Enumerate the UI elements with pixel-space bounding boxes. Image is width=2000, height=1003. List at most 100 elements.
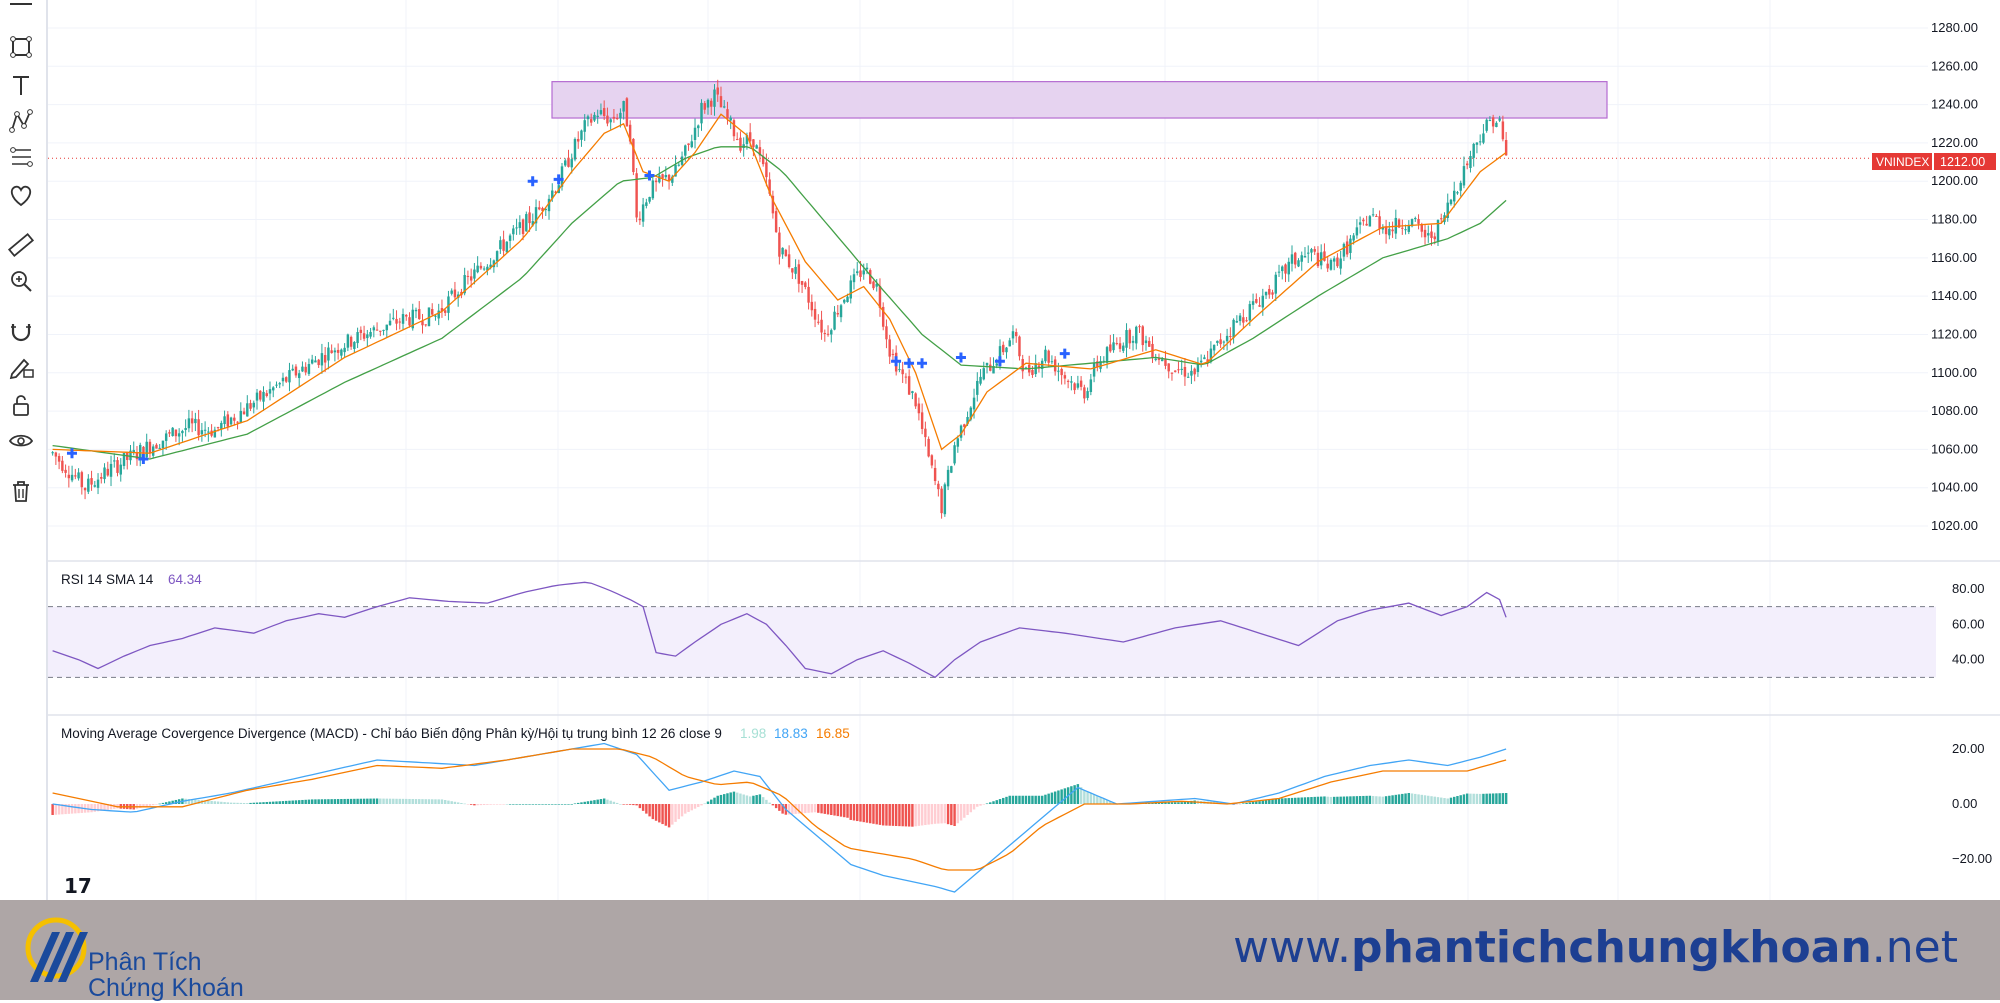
macd-histogram-bar [164, 802, 168, 804]
candle-body [1485, 119, 1488, 131]
macd-histogram-bar [1024, 795, 1028, 804]
macd-histogram-bar [330, 799, 333, 804]
rsi-tick-label: 80.00 [1952, 581, 1985, 596]
candle-body [612, 116, 616, 119]
macd-histogram-bar [612, 801, 616, 804]
macd-histogram-bar [100, 804, 103, 811]
trendline-tool[interactable] [4, 0, 38, 34]
macd-tick-label: 0.00 [1952, 796, 1977, 811]
candle-body [262, 391, 265, 402]
candle-body [1148, 340, 1151, 347]
candle-body [489, 264, 492, 268]
candle-body [1251, 301, 1255, 305]
remove-drawings-tool[interactable] [4, 474, 38, 508]
macd-histogram-bar [1238, 803, 1242, 805]
candle-body [697, 125, 700, 129]
candle-body [1199, 360, 1203, 363]
macd-histogram-bar [872, 804, 875, 824]
candle-body [599, 110, 603, 115]
candle-body [304, 366, 307, 373]
macd-histogram-bar [437, 799, 440, 804]
rectangle-tool[interactable] [4, 30, 38, 64]
macd-histogram-bar [297, 800, 301, 804]
macd-histogram-bar [96, 804, 100, 812]
macd-histogram-bar [661, 804, 664, 825]
macd-histogram-bar [1420, 794, 1423, 804]
macd-histogram-bar [1290, 797, 1294, 804]
macd-histogram-bar [596, 799, 599, 804]
candle-body [1203, 357, 1206, 360]
macd-histogram-bar [606, 799, 609, 804]
macd-histogram-bar [1300, 797, 1303, 804]
candle-body [450, 290, 453, 294]
macd-histogram-bar [1498, 793, 1501, 804]
hide-drawings-tool[interactable] [4, 424, 38, 458]
macd-histogram-bar [1362, 795, 1365, 804]
candle-body [940, 488, 943, 514]
price-chart[interactable]: 1280.00 1260.00 1240.00 1220.00 1200.00 1180.… [48, 0, 2000, 900]
macd-histogram-bar [881, 804, 885, 826]
candle-body [288, 370, 291, 383]
macd-histogram-bar [1076, 784, 1080, 804]
macd-histogram-bar [61, 804, 64, 815]
macd-histogram-bar [64, 804, 67, 815]
candle-body [606, 115, 609, 124]
logo-text-line1: Phân Tích [88, 948, 202, 976]
price-tick-label: 1160.00 [1931, 250, 1977, 265]
macd-histogram-bar [995, 800, 998, 804]
candle-body [216, 427, 220, 429]
macd-histogram-bar [570, 804, 573, 805]
macd-histogram-bar [1391, 795, 1394, 804]
candle-body [1371, 214, 1375, 216]
candle-body [771, 195, 775, 214]
candle-body [1388, 228, 1391, 236]
macd-title: Moving Average Covergence Divergence (MA… [61, 726, 722, 741]
candle-body [589, 119, 593, 123]
candle-body [1190, 370, 1193, 376]
macd-histogram-bar [865, 804, 869, 823]
candle-body [229, 417, 233, 425]
candle-body [447, 296, 450, 313]
magnet-tool[interactable] [4, 314, 38, 348]
text-tool[interactable] [4, 68, 38, 102]
macd-histogram-bar [427, 799, 431, 804]
candle-body [570, 159, 573, 168]
macd-histogram-bar [1417, 794, 1420, 804]
macd-histogram-bar [943, 804, 947, 824]
macd-histogram-bar [693, 804, 697, 809]
candle-body [307, 364, 311, 374]
candle-body [872, 281, 875, 289]
zoom-tool[interactable] [4, 264, 38, 298]
candle-body [917, 403, 921, 414]
macd-histogram-bar [541, 804, 544, 805]
macd-histogram-bar [109, 804, 113, 810]
pattern-tool[interactable] [4, 104, 38, 138]
rsi-pane: 80.00 60.00 40.00 [48, 581, 1985, 679]
candle-body [1281, 266, 1284, 272]
macd-histogram-bar [1504, 793, 1508, 804]
macd-histogram-bar [1388, 795, 1391, 804]
candle-body [989, 364, 992, 371]
macd-histogram-bar [843, 804, 846, 818]
candle-body [641, 204, 645, 222]
macd-histogram-bar [940, 804, 943, 824]
candle-body [408, 317, 411, 326]
prediction-tool[interactable] [4, 140, 38, 174]
candle-body [693, 127, 697, 140]
price-tick-label: 1240.00 [1931, 97, 1978, 112]
macd-histogram-bar [1394, 794, 1398, 804]
macd-histogram-bar [236, 802, 239, 804]
favorites-tool[interactable] [4, 178, 38, 212]
measure-tool[interactable] [4, 228, 38, 262]
lock-drawings-tool[interactable] [4, 388, 38, 422]
website-url[interactable]: www.phantichchungkhoan.net [1233, 922, 1958, 973]
macd-histogram-bar [1170, 802, 1174, 804]
candle-body [1044, 349, 1047, 362]
stay-drawing-tool[interactable] [4, 350, 38, 384]
rsi-tick-label: 40.00 [1952, 652, 1985, 667]
candle-body [1420, 223, 1423, 232]
candlestick-series [51, 79, 1508, 519]
candle-body [330, 350, 333, 354]
tradingview-logo[interactable]: 17 [64, 874, 92, 898]
macd-histogram-bar [246, 803, 249, 804]
